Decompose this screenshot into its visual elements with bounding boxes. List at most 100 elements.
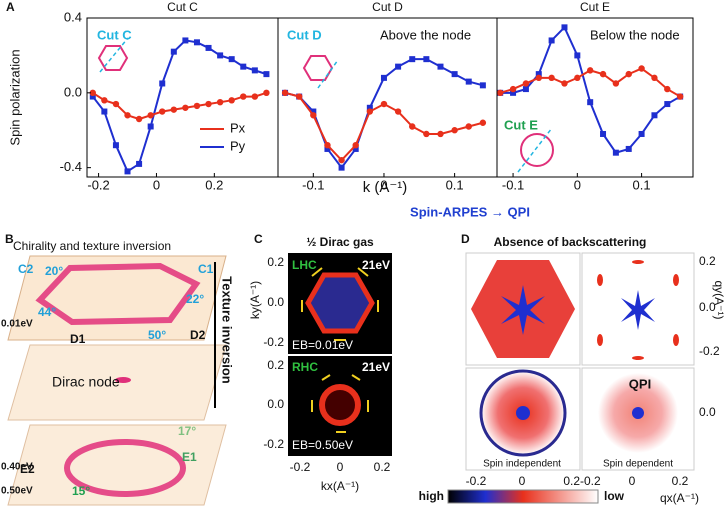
plot: 0.1 0 -0.1 Cut E: [496, 0, 694, 192]
y-tick-label: -0.4: [60, 159, 82, 174]
panel-letter: C: [254, 232, 263, 246]
y-tick-label: 0.0: [699, 405, 716, 419]
x-tick-label: 0: [337, 460, 344, 474]
annotation: Below the node: [590, 27, 680, 42]
x-tick-label: 0.2: [672, 474, 689, 488]
plane: [7, 344, 227, 421]
angle: 50°: [148, 328, 166, 342]
caption: Spin dependent: [603, 459, 673, 470]
x-axis-label: qx(A⁻¹): [660, 491, 699, 505]
fit-line: [499, 67, 681, 98]
cut-line: [317, 59, 339, 89]
point: E1: [182, 450, 197, 464]
energy: 21eV: [362, 258, 390, 272]
chart-title: Cut C: [167, 0, 198, 14]
chart-title: Cut D: [372, 0, 403, 14]
y-tick-label: 0.2: [267, 358, 284, 372]
caption: Spin independent: [483, 459, 561, 470]
panel-c: C ½ Dirac gas LHC 21eV EB=0.01eV RHC 21e…: [248, 232, 392, 493]
link-label: Spin-ARPES → QPI: [410, 204, 530, 219]
energy: 0.01eV: [1, 319, 33, 330]
x-tick-label: 0: [629, 474, 636, 488]
y-tick-label: 0.0: [267, 397, 284, 411]
inset-hexagon: [97, 45, 129, 71]
annotation: Cut E: [504, 117, 538, 132]
node-label: Dirac node: [52, 374, 120, 390]
x-tick-label: -0.1: [502, 177, 524, 192]
energy: 0.40eV: [1, 462, 33, 473]
spin-arrows: [301, 267, 379, 433]
fit-line: [500, 25, 681, 154]
point: [497, 89, 504, 97]
x-tick-label: -0.2: [466, 474, 487, 488]
y-tick-label: 0.0: [699, 300, 716, 314]
x-axis-label: k (A⁻¹): [363, 179, 408, 196]
angle: 17°: [178, 424, 196, 438]
cut-line: [517, 127, 553, 173]
plot: Py Px Spin polarization 0.4 0.0 -0.4 0.2 0 -0.2 C…: [7, 0, 279, 192]
point: D1: [70, 332, 86, 346]
annotation: Cut C: [97, 27, 132, 42]
chart-title: Cut E: [580, 0, 610, 14]
x-tick-label: -0.1: [302, 177, 324, 192]
x-tick-label: 0.2: [374, 460, 391, 474]
contour: [319, 384, 361, 426]
polarization: LHC: [292, 258, 317, 272]
y-tick-label: 0.0: [267, 295, 284, 309]
x-tick-label: 0: [153, 177, 160, 192]
panel-a: 0.1 0 -0.1 Cut E 0.1 0 -0.1 Cut D Py Px Spin polar…: [6, 0, 694, 219]
angle: 44°: [38, 305, 56, 319]
y-axis-label: qy(A⁻¹): [712, 281, 726, 320]
x-axis-label: kx(A⁻¹): [321, 479, 359, 493]
x-tick-label: 0.2-0.2: [563, 474, 601, 488]
y-tick-label: 0.0: [64, 84, 82, 99]
x-tick-label: 0: [574, 177, 581, 192]
polarization: RHC: [292, 360, 318, 374]
fit-line: [284, 91, 484, 162]
y-axis-label: ky(A⁻¹): [248, 281, 262, 319]
energy: 0.50eV: [1, 486, 33, 497]
y-tick-label: -0.2: [263, 437, 284, 451]
plot: 0.1 0 -0.1 Cut D: [277, 0, 498, 192]
angle: 22°: [186, 292, 204, 306]
point: D2: [190, 328, 206, 342]
qpi-label: QPI: [629, 376, 651, 391]
colorbar: [447, 489, 599, 504]
energy: 21eV: [362, 360, 390, 374]
inset-hexagon: [302, 55, 334, 81]
y-tick-label: 0.2: [699, 254, 716, 268]
panel-letter: D: [461, 232, 470, 246]
annotation: Cut D: [287, 27, 322, 42]
contour: [35, 262, 201, 326]
x-tick-label: -0.2: [87, 177, 109, 192]
star-centers: [501, 285, 655, 420]
panel-b: B Chirality and texture inversion Textur…: [1, 232, 235, 506]
panel-title: ½ Dirac gas: [306, 235, 374, 249]
y-tick-label: 0.2: [267, 255, 284, 269]
dirac-point: [115, 377, 131, 383]
fit-line: [91, 39, 267, 173]
x-tick-label: 0.2: [205, 177, 223, 192]
point: C1: [198, 262, 214, 276]
x-tick-label: 0.1: [446, 177, 464, 192]
angle: 20°: [45, 264, 63, 278]
legend-label: Px: [230, 120, 246, 135]
y-tick-label: -0.2: [263, 335, 284, 349]
y-tick-label: -0.2: [699, 344, 720, 358]
annotation: Above the node: [380, 27, 471, 42]
contour: [305, 272, 375, 334]
cut-line: [99, 37, 129, 73]
panel-title: Chirality and texture inversion: [13, 239, 171, 253]
y-tick-label: 0.4: [64, 9, 82, 24]
panel-d: D Absence of backscattering QPI Spin ind…: [419, 232, 726, 505]
legend-label: Py: [230, 138, 246, 153]
plot-frame: [86, 17, 279, 178]
panel-title: Absence of backscattering: [494, 235, 647, 249]
panel-letter: B: [5, 232, 14, 246]
angle: 15°: [72, 484, 90, 498]
binding-energy: EB=0.01eV: [292, 338, 353, 352]
point: C2: [18, 262, 34, 276]
fit-line: [92, 91, 267, 121]
side-label: Texture inversion: [220, 276, 235, 383]
